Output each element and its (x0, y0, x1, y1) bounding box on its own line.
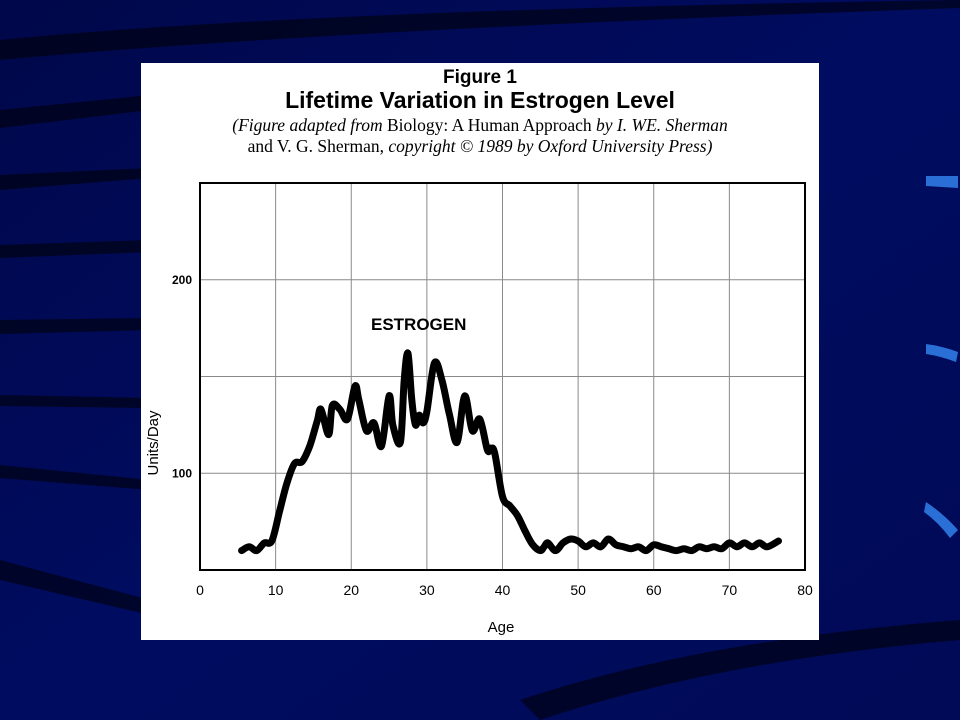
x-tick-label: 10 (268, 582, 284, 598)
y-axis-title: Units/Day (145, 410, 162, 476)
y-axis-ticks: 100 200 (172, 273, 192, 481)
x-tick-label: 30 (419, 582, 435, 598)
accent-marks (924, 176, 958, 538)
series-line-estrogen (238, 349, 782, 555)
x-tick-label: 60 (646, 582, 662, 598)
x-axis-title: Age (488, 619, 515, 636)
figure-caption-line-2: and V. G. Sherman, copyright © 1989 by O… (141, 136, 819, 157)
y-tick-label: 200 (172, 273, 192, 287)
x-tick-label: 0 (196, 582, 204, 598)
chart-grid (200, 183, 805, 570)
x-axis-ticks: 0 10 20 30 40 50 60 70 80 (196, 582, 813, 598)
figure-title: Lifetime Variation in Estrogen Level (285, 87, 675, 113)
plot-frame (199, 182, 806, 571)
figure-number: Figure 1 (443, 67, 517, 88)
figure-card: Figure 1 Lifetime Variation in Estrogen … (141, 63, 819, 640)
caption-text: by I. WE. Sherman (591, 115, 728, 135)
estrogen-line-chart: 100 200 0 10 20 30 40 50 60 70 80 ESTROGEN Age Un… (145, 182, 813, 636)
series-label-estrogen: ESTROGEN (371, 315, 466, 334)
caption-copyright: copyright © 1989 by Oxford University Pr… (388, 136, 713, 156)
x-tick-label: 80 (797, 582, 813, 598)
y-tick-label: 100 (172, 466, 192, 480)
caption-text: (Figure adapted from (232, 115, 387, 135)
figure-caption-line-1: (Figure adapted from Biology: A Human Ap… (141, 115, 819, 136)
x-tick-label: 70 (722, 582, 738, 598)
caption-book-title: Biology: A Human Approach (387, 115, 592, 135)
caption-text: and V. G. Sherman, (247, 136, 389, 156)
x-tick-label: 20 (343, 582, 359, 598)
x-tick-label: 50 (570, 582, 586, 598)
x-tick-label: 40 (495, 582, 511, 598)
